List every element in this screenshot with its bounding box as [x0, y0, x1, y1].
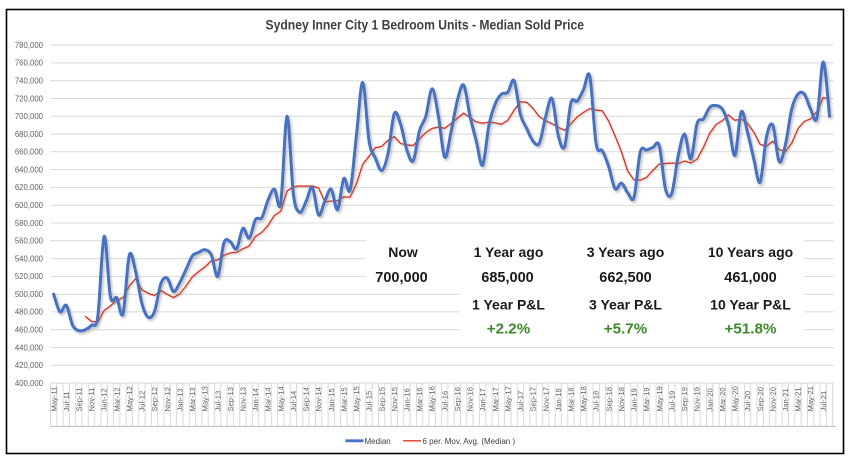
svg-text:May-12: May-12 — [125, 386, 134, 411]
svg-text:+51.8%: +51.8% — [725, 321, 777, 338]
svg-text:680,000: 680,000 — [15, 130, 44, 139]
svg-text:Nov-13: Nov-13 — [239, 387, 248, 411]
svg-text:Jul-20: Jul-20 — [743, 391, 752, 412]
svg-text:May-11: May-11 — [49, 387, 58, 412]
svg-text:Jul-11: Jul-11 — [62, 391, 71, 411]
svg-text:560,000: 560,000 — [15, 237, 44, 246]
svg-text:Jan-21: Jan-21 — [781, 388, 790, 411]
svg-text:Jul-13: Jul-13 — [213, 391, 222, 412]
svg-text:1 Year ago: 1 Year ago — [474, 244, 544, 260]
svg-text:700,000: 700,000 — [375, 270, 427, 286]
svg-text:620,000: 620,000 — [15, 183, 44, 192]
svg-text:Sep-12: Sep-12 — [150, 387, 159, 412]
svg-text:Nov-14: Nov-14 — [314, 387, 323, 411]
svg-text:Jan-12: Jan-12 — [100, 388, 109, 411]
svg-text:Sep-19: Sep-19 — [680, 387, 689, 412]
svg-text:780,000: 780,000 — [15, 41, 44, 50]
svg-text:Nov-18: Nov-18 — [617, 387, 626, 411]
svg-text:May-13: May-13 — [201, 386, 210, 411]
svg-text:May-18: May-18 — [579, 386, 588, 411]
svg-text:720,000: 720,000 — [15, 94, 44, 103]
svg-text:580,000: 580,000 — [15, 219, 44, 228]
svg-text:Sep-15: Sep-15 — [377, 387, 386, 412]
svg-text:Nov-15: Nov-15 — [390, 387, 399, 411]
svg-text:Jan-20: Jan-20 — [705, 388, 714, 411]
svg-text:Jan-13: Jan-13 — [175, 388, 184, 411]
svg-text:Mar-18: Mar-18 — [567, 387, 576, 411]
svg-text:+2.2%: +2.2% — [487, 321, 531, 338]
svg-text:May-19: May-19 — [655, 386, 664, 411]
svg-text:400,000: 400,000 — [15, 379, 44, 388]
svg-text:Mar-16: Mar-16 — [415, 387, 424, 411]
svg-text:Mar-17: Mar-17 — [491, 387, 500, 411]
svg-text:460,000: 460,000 — [15, 326, 44, 335]
svg-text:May-15: May-15 — [352, 386, 361, 411]
svg-text:640,000: 640,000 — [15, 165, 44, 174]
svg-text:Mar-14: Mar-14 — [264, 387, 273, 411]
svg-text:May-16: May-16 — [428, 386, 437, 411]
svg-text:10 Year P&L: 10 Year P&L — [710, 297, 791, 313]
svg-text:May-21: May-21 — [806, 386, 815, 411]
svg-text:Nov-12: Nov-12 — [163, 387, 172, 411]
svg-text:May-14: May-14 — [276, 386, 285, 411]
svg-text:500,000: 500,000 — [15, 290, 44, 299]
svg-text:Sep-14: Sep-14 — [302, 387, 311, 412]
svg-text:685,000: 685,000 — [481, 270, 533, 286]
svg-text:420,000: 420,000 — [15, 361, 44, 370]
svg-text:662,500: 662,500 — [599, 270, 651, 286]
svg-text:Sep-18: Sep-18 — [604, 387, 613, 412]
svg-text:440,000: 440,000 — [15, 343, 44, 352]
svg-text:10 Years ago: 10 Years ago — [708, 244, 793, 260]
svg-text:6 per. Mov. Avg. (Median ): 6 per. Mov. Avg. (Median ) — [423, 437, 516, 446]
svg-text:Nov-20: Nov-20 — [768, 387, 777, 411]
svg-text:480,000: 480,000 — [15, 308, 44, 317]
svg-text:3 Year P&L: 3 Year P&L — [589, 297, 662, 313]
svg-text:Mar-15: Mar-15 — [339, 387, 348, 411]
svg-text:Mar-13: Mar-13 — [188, 387, 197, 411]
svg-text:660,000: 660,000 — [15, 148, 44, 157]
svg-text:Nov-19: Nov-19 — [693, 387, 702, 411]
svg-text:1 Year P&L: 1 Year P&L — [472, 297, 545, 313]
svg-text:Sydney Inner City 1 Bedroom Un: Sydney Inner City 1 Bedroom Units - Medi… — [266, 18, 585, 33]
svg-text:Jan-15: Jan-15 — [327, 388, 336, 411]
svg-text:Jan-19: Jan-19 — [630, 388, 639, 411]
svg-text:Nov-17: Nov-17 — [541, 387, 550, 411]
svg-text:Jan-16: Jan-16 — [403, 388, 412, 411]
svg-text:Jan-18: Jan-18 — [554, 388, 563, 411]
svg-text:Jan-14: Jan-14 — [251, 388, 260, 411]
svg-text:Jul-12: Jul-12 — [138, 391, 147, 412]
svg-text:Jul-14: Jul-14 — [289, 391, 298, 412]
svg-text:760,000: 760,000 — [15, 59, 44, 68]
svg-text:740,000: 740,000 — [15, 77, 44, 86]
svg-text:Sep-13: Sep-13 — [226, 387, 235, 412]
svg-text:Jul-21: Jul-21 — [819, 391, 828, 412]
svg-text:+5.7%: +5.7% — [604, 321, 648, 338]
svg-text:520,000: 520,000 — [15, 272, 44, 281]
svg-text:540,000: 540,000 — [15, 254, 44, 263]
svg-text:Jul-17: Jul-17 — [516, 391, 525, 412]
svg-text:Nov-11: Nov-11 — [87, 388, 96, 412]
svg-text:Mar-12: Mar-12 — [112, 387, 121, 411]
svg-text:Jul-15: Jul-15 — [365, 391, 374, 412]
svg-text:Mar-19: Mar-19 — [642, 387, 651, 411]
svg-text:Sep-16: Sep-16 — [453, 387, 462, 412]
svg-text:May-20: May-20 — [731, 386, 740, 411]
svg-text:Median: Median — [365, 437, 391, 446]
svg-text:Jul-19: Jul-19 — [667, 391, 676, 412]
svg-text:Sep-11: Sep-11 — [75, 388, 84, 412]
svg-text:Jul-16: Jul-16 — [440, 391, 449, 412]
svg-text:Mar-21: Mar-21 — [794, 387, 803, 411]
svg-text:May-17: May-17 — [503, 386, 512, 411]
svg-text:Sep-17: Sep-17 — [529, 387, 538, 412]
svg-text:Jan-17: Jan-17 — [478, 388, 487, 411]
svg-text:Nov-16: Nov-16 — [466, 387, 475, 411]
svg-text:3 Years ago: 3 Years ago — [587, 244, 665, 260]
svg-text:Jul-18: Jul-18 — [592, 391, 601, 412]
svg-text:Now: Now — [388, 244, 418, 260]
svg-text:700,000: 700,000 — [15, 112, 44, 121]
svg-text:Sep-20: Sep-20 — [756, 387, 765, 412]
svg-text:Mar-20: Mar-20 — [718, 387, 727, 411]
svg-text:600,000: 600,000 — [15, 201, 44, 210]
svg-text:461,000: 461,000 — [724, 270, 776, 286]
